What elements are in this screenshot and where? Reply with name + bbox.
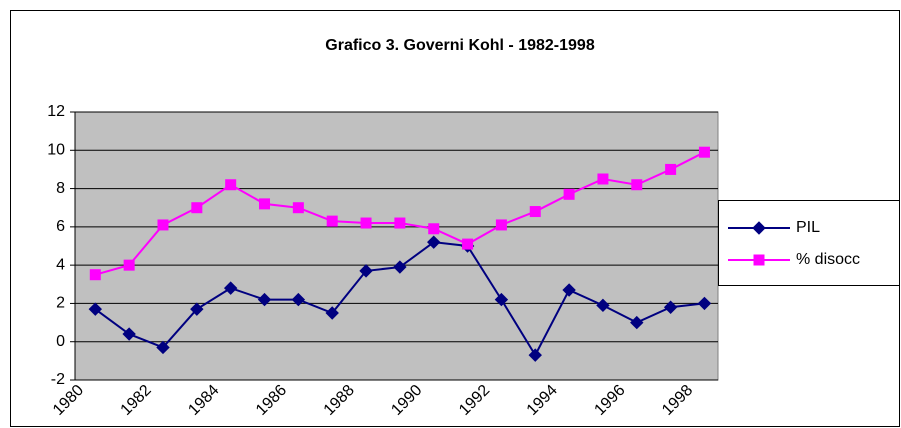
data-point (631, 179, 643, 191)
data-point (225, 179, 237, 191)
legend-label: PIL (796, 219, 820, 236)
data-point (89, 269, 101, 281)
data-point (259, 198, 271, 210)
y-tick-label: 8 (56, 180, 65, 197)
y-tick-label: 12 (47, 103, 65, 120)
data-point (462, 238, 474, 250)
legend-marker (752, 221, 766, 235)
data-point (562, 283, 576, 297)
data-point (393, 260, 407, 274)
y-tick-label: 6 (56, 218, 65, 235)
data-point (428, 223, 440, 235)
data-point (157, 219, 169, 231)
data-point (223, 281, 238, 295)
data-point (122, 327, 136, 341)
y-tick-label: -2 (51, 371, 65, 388)
data-point (528, 348, 542, 362)
chart-title: Grafico 3. Governi Kohl - 1982-1998 (325, 37, 595, 54)
data-point (325, 306, 339, 320)
data-point (427, 235, 441, 249)
data-point (698, 146, 710, 158)
data-point (665, 163, 677, 175)
data-point (88, 302, 103, 316)
y-tick-label: 0 (56, 333, 65, 350)
data-point (156, 340, 170, 355)
y-tick-label: 10 (47, 142, 65, 159)
data-point (292, 202, 304, 214)
legend (718, 200, 900, 286)
data-point (394, 217, 406, 229)
legend-marker (753, 254, 765, 266)
data-point (597, 173, 609, 185)
data-point (630, 315, 644, 330)
data-point (326, 215, 338, 227)
data-point (663, 300, 678, 314)
data-point (257, 292, 272, 307)
data-point (596, 298, 610, 313)
y-tick-label: 4 (56, 256, 65, 273)
data-point (291, 292, 306, 307)
data-point (190, 302, 204, 316)
data-point (697, 296, 712, 311)
data-point (494, 292, 509, 307)
data-point (359, 264, 373, 278)
plot-area (74, 111, 719, 381)
data-point (360, 217, 372, 229)
data-point (191, 202, 203, 214)
legend-label: % disocc (796, 251, 860, 268)
data-point (495, 219, 507, 231)
data-point (529, 206, 541, 218)
data-point (123, 259, 135, 271)
data-point (563, 188, 575, 200)
y-tick-label: 2 (56, 295, 65, 312)
